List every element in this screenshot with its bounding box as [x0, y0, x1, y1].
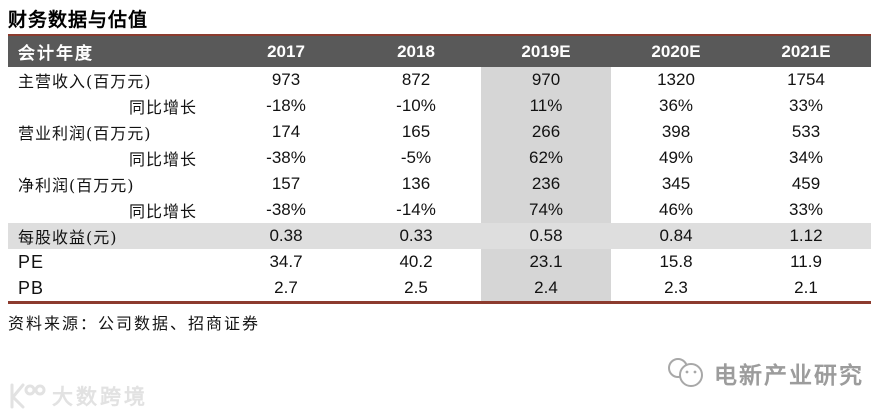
dashukuajing-logo-icon	[8, 383, 46, 409]
cell-value: 2.1	[794, 278, 818, 297]
cell-value: 973	[271, 70, 301, 89]
row-label: 同比增长	[128, 98, 197, 117]
cell-value: 23.1	[481, 249, 611, 275]
table-body: 主营收入(百万元) 973 872 970 1320 1754 同比增长 -18% -10% 11…	[8, 67, 871, 303]
table-header-row: 会计年度 2017 2018 2019E 2020E 2021E	[8, 35, 871, 67]
cell-value: 157	[271, 174, 301, 193]
cell-value: 236	[481, 171, 611, 197]
column-header-2021E: 2021E	[741, 35, 871, 67]
cell-value: 1.12	[741, 223, 871, 249]
row-label: 每股收益(元)	[8, 223, 221, 249]
cell-value: 74%	[481, 197, 611, 223]
cell-value: 174	[271, 122, 301, 141]
cell-value: 33%	[788, 200, 824, 219]
cell-value: 0.58	[481, 223, 611, 249]
cell-value: 872	[401, 70, 431, 89]
column-header-2020E: 2020E	[611, 35, 741, 67]
column-header-label: 会计年度	[8, 35, 221, 67]
column-header-2017: 2017	[221, 35, 351, 67]
watermark-bottom-right: 电新产业研究	[664, 356, 864, 390]
table-row: 主营收入(百万元) 973 872 970 1320 1754	[8, 67, 871, 93]
column-header-2019E: 2019E	[481, 35, 611, 67]
table-row: 每股收益(元) 0.38 0.33 0.58 0.84 1.12	[8, 223, 871, 249]
cell-value: 62%	[481, 145, 611, 171]
cell-value: 15.8	[659, 252, 693, 271]
source-note: 资料来源：公司数据、招商证券	[8, 314, 261, 333]
cell-value: 40.2	[399, 252, 433, 271]
table-row: 净利润(百万元) 157 136 236 345 459	[8, 171, 871, 197]
cell-value: 266	[481, 119, 611, 145]
cell-value: 34%	[788, 148, 824, 167]
cell-value: 533	[791, 122, 821, 141]
cell-value: 0.33	[351, 223, 481, 249]
cell-value: 0.84	[611, 223, 741, 249]
cell-value: 1320	[657, 70, 695, 89]
cell-value: 459	[791, 174, 821, 193]
row-label: 同比增长	[128, 150, 197, 169]
column-header-2018: 2018	[351, 35, 481, 67]
row-label: 净利润(百万元)	[18, 176, 135, 195]
cell-value: 2.3	[664, 278, 688, 297]
cell-value: 345	[661, 174, 691, 193]
research-account-logo-icon	[664, 356, 708, 390]
cell-value: 49%	[658, 148, 694, 167]
cell-value: 11.9	[790, 252, 822, 271]
cell-value: -14%	[396, 200, 436, 219]
row-label: 营业利润(百万元)	[18, 124, 152, 143]
row-label: 主营收入(百万元)	[18, 72, 152, 91]
table-row: 营业利润(百万元) 174 165 266 398 533	[8, 119, 871, 145]
row-label: PB	[18, 277, 45, 298]
cell-value: 136	[401, 174, 431, 193]
financial-data-table: 会计年度 2017 2018 2019E 2020E 2021E 主营收入(百万元) 973…	[8, 34, 871, 304]
page-title: 财务数据与估值	[8, 9, 149, 31]
cell-value: -18%	[266, 96, 306, 115]
cell-value: 2.4	[481, 275, 611, 303]
cell-value: 11%	[481, 93, 611, 119]
cell-value: 2.5	[404, 278, 428, 297]
watermark-left-text: 大数跨境	[52, 386, 148, 409]
cell-value: 46%	[658, 200, 694, 219]
cell-value: -38%	[266, 200, 306, 219]
cell-value: 970	[481, 67, 611, 93]
cell-value: 2.7	[274, 278, 298, 297]
cell-value: 34.7	[269, 252, 303, 271]
table-row: 同比增长 -18% -10% 11% 36% 33%	[8, 93, 871, 119]
cell-value: 1754	[787, 70, 825, 89]
row-label: PE	[18, 251, 45, 272]
cell-value: -38%	[266, 148, 306, 167]
table-row: PE 34.7 40.2 23.1 15.8 11.9	[8, 249, 871, 275]
watermark-bottom-left: 大数跨境	[8, 381, 148, 411]
cell-value: 398	[661, 122, 691, 141]
cell-value: 33%	[788, 96, 824, 115]
watermark-right-text: 电新产业研究	[714, 362, 864, 388]
cell-value: 0.38	[221, 223, 351, 249]
table-row: PB 2.7 2.5 2.4 2.3 2.1	[8, 275, 871, 303]
row-label: 同比增长	[128, 202, 197, 221]
cell-value: 165	[401, 122, 431, 141]
table-row: 同比增长 -38% -14% 74% 46% 33%	[8, 197, 871, 223]
table-row: 同比增长 -38% -5% 62% 49% 34%	[8, 145, 871, 171]
cell-value: -5%	[400, 148, 432, 167]
table-header: 会计年度 2017 2018 2019E 2020E 2021E	[8, 35, 871, 67]
cell-value: 36%	[658, 96, 694, 115]
cell-value: -10%	[396, 96, 436, 115]
